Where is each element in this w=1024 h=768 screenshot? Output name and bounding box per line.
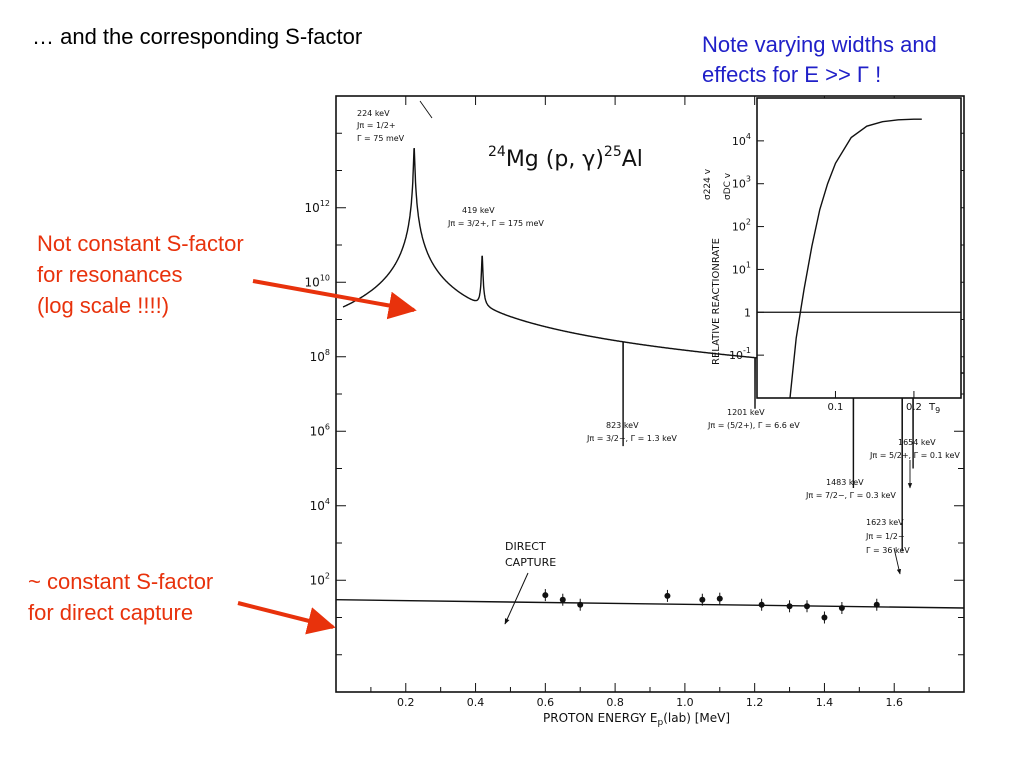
label-pointer-224 [419,100,433,119]
direct-capture-line [335,599,965,609]
x-tick-label: 0.6 [537,696,555,709]
data-point [786,603,793,610]
inset-y-axis-label: RELATIVE REACTIONRATE [711,238,722,365]
inset-y-tick-label: 10-1 [729,346,751,362]
reaction-title: 24Mg (p, γ)25Al [488,144,643,172]
y-tick-label: 102 [310,571,330,587]
resonance-label-1483-energy: 1483 keV [826,478,864,487]
x-tick-label: 1.6 [885,696,903,709]
resonance-annotation: Not constant S-factor for resonances (lo… [37,228,244,321]
data-point [664,592,671,599]
x-tick-label: 0.2 [397,696,415,709]
y-tick-label: 1012 [305,199,330,215]
x-tick-label: 0.8 [606,696,624,709]
x-tick-label: 1.4 [816,696,834,709]
data-point [542,592,549,599]
y-tick-label: 108 [310,348,330,364]
data-point [577,601,584,608]
inset-y-axis-denominator: σDC v [723,172,733,200]
direct-capture-label-line2: CAPTURE [505,556,556,569]
data-point [804,603,810,610]
resonance-label-224-width: Γ = 75 meV [357,134,405,143]
annotation-line: Not constant S-factor [37,231,244,256]
resonance-label-1654-detail: Jπ = 5/2+, Γ = 0.1 keV [869,451,960,460]
annotation-line: ~ constant S-factor [28,569,214,594]
data-point [699,596,706,603]
resonance-label-823-energy: 823 keV [606,421,639,430]
note-line: Note varying widths and [702,32,937,57]
x-tick-label: 1.2 [746,696,764,709]
resonance-label-1654-energy: 1654 keV [898,438,936,447]
resonance-label-1201-energy: 1201 keV [727,408,765,417]
inset-y-tick-label: 104 [732,132,751,148]
inset-x-tick-label: 0.2 [906,402,922,413]
y-tick-label: 1010 [305,273,330,289]
resonance-label-1623-width: Γ = 36 keV [866,546,910,555]
resonance-label-1483-detail: Jπ = 7/2−, Γ = 0.3 keV [805,491,896,500]
inset-y-tick-label: 102 [732,218,751,234]
resonance-arrow [252,279,417,320]
inset-x-tick-label: 0.1 [828,402,844,413]
note-varying-widths: Note varying widths and effects for E >>… [702,30,1012,90]
inset-plot-frame [756,97,962,399]
direct-capture-label-line1: DIRECT [505,540,546,553]
note-line: effects for E >> Γ ! [702,62,882,87]
resonance-label-224-spin: Jπ = 1/2+ [356,121,396,130]
y-tick-label: 106 [310,422,330,438]
inset-y-axis-numerator: σ224 v [703,168,713,200]
annotation-line: for resonances [37,262,183,287]
data-point [716,595,723,602]
resonance-label-419-energy: 419 keV [462,206,495,215]
data-point [758,601,765,608]
inset-x-axis-label: T9 [928,402,940,415]
label-pointer-1623 [893,547,902,575]
data-point [873,601,880,608]
data-point [559,596,566,603]
resonance-label-1201-detail: Jπ = (5/2+), Γ = 6.6 eV [707,421,800,430]
resonance-label-1623-spin: Jπ = 1/2− [865,532,905,541]
resonance-label-1623-energy: 1623 keV [866,518,904,527]
direct-capture-annotation: ~ constant S-factor for direct capture [28,566,213,628]
resonance-label-224-energy: 224 keV [357,109,390,118]
direct-capture-arrow [237,601,336,635]
inset-y-tick-label: 101 [732,260,751,276]
inset-rate-curve [789,118,922,399]
resonance-label-419-detail: Jπ = 3/2+, Γ = 175 meV [447,219,544,228]
annotation-line: for direct capture [28,600,194,625]
y-tick-label: 104 [310,497,330,513]
inset-y-tick-label: 103 [732,175,751,191]
x-tick-label: 1.0 [676,696,694,709]
data-point [838,604,845,611]
resonance-label-823-detail: Jπ = 3/2−, Γ = 1.3 keV [586,434,677,443]
inset-y-tick-label: 1 [744,306,751,319]
annotation-line: (log scale !!!!) [37,293,170,318]
direct-capture-pointer [504,572,529,625]
data-point [821,614,828,621]
x-tick-label: 0.4 [467,696,485,709]
x-axis-label: PROTON ENERGY Ep(lab) [MeV] [543,711,730,728]
slide-title: … and the corresponding S-factor [32,24,363,49]
